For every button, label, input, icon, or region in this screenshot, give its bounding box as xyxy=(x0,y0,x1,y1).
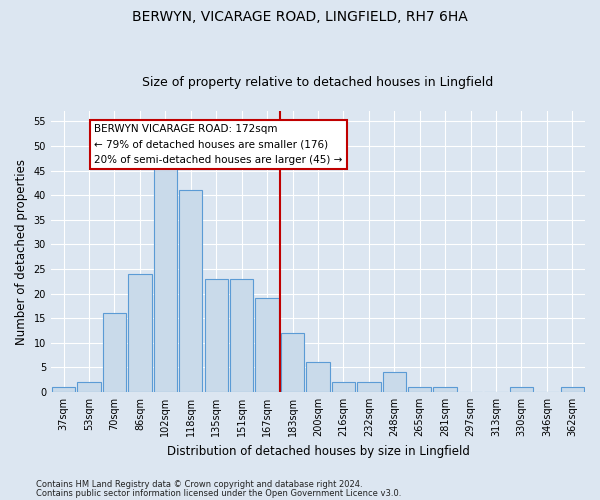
Bar xyxy=(52,387,76,392)
Bar xyxy=(103,313,126,392)
Text: BERWYN VICARAGE ROAD: 172sqm
← 79% of detached houses are smaller (176)
20% of s: BERWYN VICARAGE ROAD: 172sqm ← 79% of de… xyxy=(94,124,343,165)
X-axis label: Distribution of detached houses by size in Lingfield: Distribution of detached houses by size … xyxy=(167,444,469,458)
Bar xyxy=(205,279,228,392)
Text: BERWYN, VICARAGE ROAD, LINGFIELD, RH7 6HA: BERWYN, VICARAGE ROAD, LINGFIELD, RH7 6H… xyxy=(132,10,468,24)
Bar xyxy=(230,279,253,392)
Text: Contains HM Land Registry data © Crown copyright and database right 2024.: Contains HM Land Registry data © Crown c… xyxy=(36,480,362,489)
Bar xyxy=(77,382,101,392)
Text: Contains public sector information licensed under the Open Government Licence v3: Contains public sector information licen… xyxy=(36,489,401,498)
Bar xyxy=(154,166,177,392)
Bar xyxy=(408,387,431,392)
Bar xyxy=(357,382,380,392)
Bar xyxy=(128,274,152,392)
Bar xyxy=(256,298,279,392)
Bar xyxy=(510,387,533,392)
Bar xyxy=(332,382,355,392)
Bar xyxy=(383,372,406,392)
Bar xyxy=(179,190,202,392)
Y-axis label: Number of detached properties: Number of detached properties xyxy=(15,158,28,344)
Bar xyxy=(281,333,304,392)
Bar xyxy=(433,387,457,392)
Bar xyxy=(306,362,329,392)
Title: Size of property relative to detached houses in Lingfield: Size of property relative to detached ho… xyxy=(142,76,494,90)
Bar xyxy=(560,387,584,392)
